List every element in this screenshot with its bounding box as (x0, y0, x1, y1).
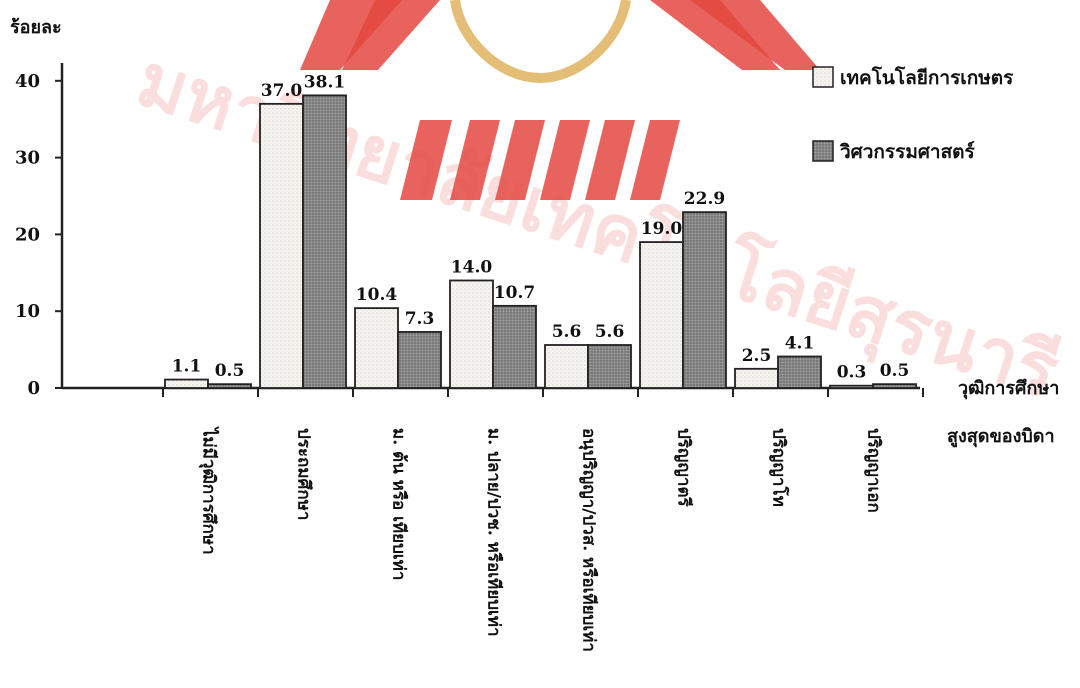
data-label: 14.0 (451, 257, 493, 277)
data-label: 37.0 (261, 81, 303, 101)
bar-series-1-cat-2 (259, 102, 304, 389)
category-label: ปริญญาโท (769, 428, 790, 507)
x-axis (62, 386, 924, 397)
data-label: 22.9 (684, 189, 725, 209)
bar-series-2-cat-4 (492, 304, 537, 389)
x-axis-label-line1: วุฒิการศึกษา (958, 378, 1059, 400)
bar-series-1-cat-6 (639, 241, 684, 389)
y-axis: 0 10 20 30 40 (15, 63, 64, 399)
data-label: 5.6 (552, 322, 582, 342)
category-label: ปริญญาเอก (864, 428, 884, 513)
y-tick-label: 10 (15, 301, 40, 322)
bar-series-2-cat-5 (587, 344, 632, 389)
y-tick-label: 0 (27, 378, 40, 399)
data-label: 10.7 (494, 283, 535, 303)
bar-series-2-cat-6 (682, 211, 727, 389)
data-label: 10.4 (356, 285, 398, 305)
legend-swatch-series-2 (812, 140, 834, 162)
bar-series-1-cat-8 (829, 384, 874, 389)
x-axis-label-line2: สูงสุดของบิดา (947, 426, 1055, 448)
category-label: ม. ปลาย/ปวช. หรือเทียบเท่า (484, 428, 505, 637)
bar-series-2-cat-2 (302, 94, 347, 389)
data-label: 0.3 (837, 363, 867, 383)
legend-label-series-1: เทคโนโลยีการเกษตร (840, 66, 1014, 89)
category-label: ม. ต้น หรือ เทียบเท่า (389, 428, 410, 580)
legend-swatch-series-1 (812, 66, 834, 88)
bar-series-2-cat-7 (777, 355, 822, 389)
bar-series-2-cat-8 (872, 383, 917, 389)
category-label: อนุปริญญา/ปวส. หรือเทียบเท่า (579, 428, 600, 652)
data-label: 0.5 (880, 361, 910, 381)
data-label: 1.1 (172, 357, 202, 377)
legend: เทคโนโลยีการเกษตร วิศวกรรมศาสตร์ (812, 66, 1014, 163)
bars-group (164, 94, 917, 389)
bar-series-1-cat-1 (164, 378, 209, 389)
data-label: 7.3 (405, 309, 435, 329)
data-label: 38.1 (304, 72, 345, 92)
bar-series-2-cat-1 (207, 383, 252, 389)
bar-series-1-cat-5 (544, 344, 589, 389)
y-tick-label: 20 (15, 224, 40, 245)
data-label: 2.5 (742, 346, 772, 366)
legend-label-series-2: วิศวกรรมศาสตร์ (840, 141, 976, 163)
bar-series-2-cat-3 (397, 331, 442, 389)
y-tick-label: 40 (15, 71, 40, 92)
value-labels: 1.1 0.537.0 38.110.47.314.010.75.6 5.619.02… (172, 72, 910, 382)
category-label: ปริญญาตรี (674, 428, 695, 507)
data-label: 5.6 (595, 322, 625, 342)
data-label: 0.5 (215, 361, 245, 381)
category-label: ไม่มีวุฒิการศึกษา (199, 426, 220, 555)
bar-series-1-cat-4 (449, 279, 494, 389)
category-labels: ไม่มีวุฒิการศึกษา ประถมศึกษา ม. ต้น หรือ เ… (199, 426, 884, 652)
university-seal-logo (300, 0, 820, 200)
data-label: 19.0 (641, 219, 683, 239)
category-label: ประถมศึกษา (294, 428, 314, 520)
y-tick-label: 30 (15, 148, 40, 169)
y-axis-label: ร้อยละ (10, 17, 62, 38)
bar-series-1-cat-7 (734, 367, 779, 389)
bar-series-1-cat-3 (354, 307, 399, 389)
data-label: 4.1 (785, 334, 815, 354)
